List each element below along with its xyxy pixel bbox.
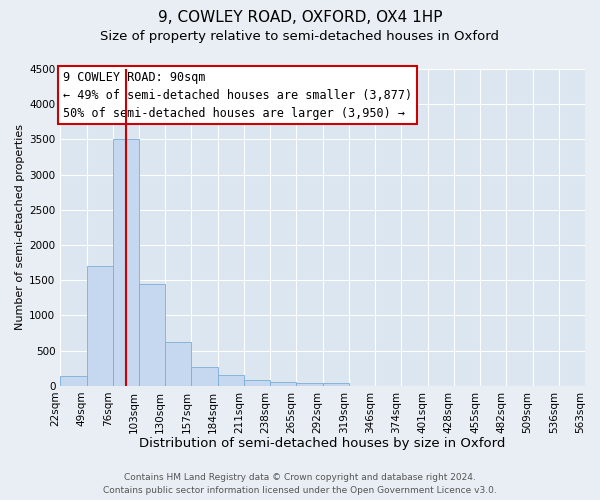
Y-axis label: Number of semi-detached properties: Number of semi-detached properties [15, 124, 25, 330]
Bar [296, 382, 323, 386]
Bar [86, 266, 113, 386]
X-axis label: Distribution of semi-detached houses by size in Oxford: Distribution of semi-detached houses by … [139, 437, 506, 450]
Text: Contains HM Land Registry data © Crown copyright and database right 2024.
Contai: Contains HM Land Registry data © Crown c… [103, 474, 497, 495]
Bar [218, 374, 244, 386]
Bar [60, 376, 86, 386]
Bar [165, 342, 191, 386]
Text: Size of property relative to semi-detached houses in Oxford: Size of property relative to semi-detach… [101, 30, 499, 43]
Bar [244, 380, 270, 386]
Bar [139, 284, 165, 386]
Text: 9, COWLEY ROAD, OXFORD, OX4 1HP: 9, COWLEY ROAD, OXFORD, OX4 1HP [158, 10, 442, 25]
Text: 9 COWLEY ROAD: 90sqm
← 49% of semi-detached houses are smaller (3,877)
50% of se: 9 COWLEY ROAD: 90sqm ← 49% of semi-detac… [63, 70, 412, 120]
Bar [323, 383, 349, 386]
Bar [113, 140, 139, 386]
Bar [270, 382, 296, 386]
Bar [191, 367, 218, 386]
